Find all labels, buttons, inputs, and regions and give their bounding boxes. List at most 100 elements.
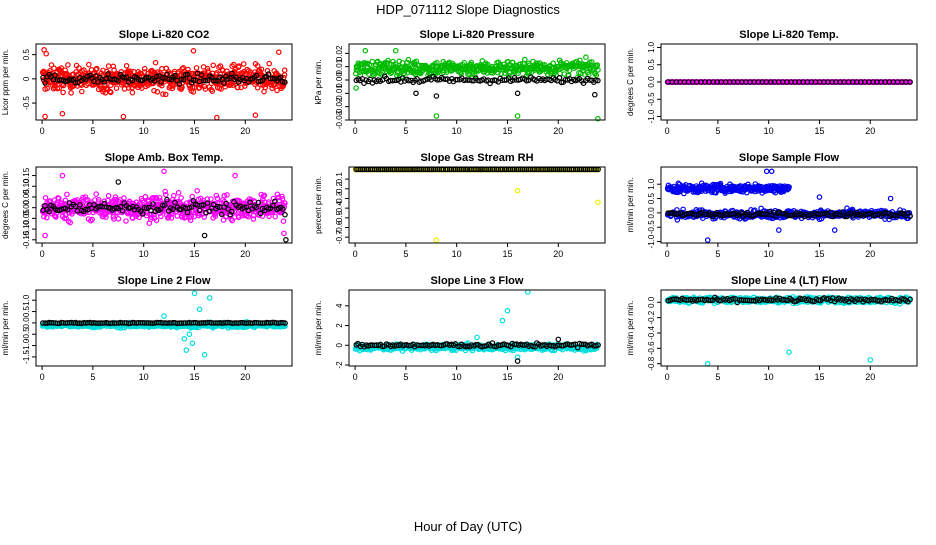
x-tick-label: 0: [665, 126, 670, 136]
x-tick-label: 10: [139, 126, 149, 136]
data-point: [282, 231, 286, 235]
x-tick-label: 10: [452, 126, 462, 136]
data-point: [833, 228, 837, 232]
data-point: [215, 115, 219, 119]
data-point: [182, 337, 186, 341]
data-point: [61, 90, 65, 94]
data-point: [162, 169, 166, 173]
data-point: [770, 169, 774, 173]
x-tick-label: 15: [502, 249, 512, 259]
data-point: [283, 213, 287, 217]
data-point: [584, 55, 588, 59]
data-point: [202, 353, 206, 357]
x-tick-label: 20: [240, 126, 250, 136]
data-point: [593, 93, 597, 97]
x-tick-label: 0: [353, 249, 358, 259]
x-tick-label: 15: [814, 126, 824, 136]
data-point: [765, 169, 769, 173]
y-tick-label: -0.5: [22, 96, 31, 110]
y-tick-label: -1.0: [647, 109, 656, 123]
data-point: [202, 233, 206, 237]
data-point: [194, 66, 198, 70]
data-point: [284, 238, 288, 242]
data-point: [197, 307, 201, 311]
y-tick-label: 0.02: [335, 45, 344, 61]
data-point: [281, 219, 285, 223]
y-tick-label: 1.0: [647, 178, 656, 190]
data-point: [162, 314, 166, 318]
panel-title: Slope Gas Stream RH: [420, 152, 533, 164]
x-tick-label: 5: [90, 372, 95, 382]
data-point: [515, 114, 519, 118]
data-point: [192, 291, 196, 295]
data-point: [434, 94, 438, 98]
y-tick-label: 0.0: [647, 207, 656, 219]
data-point: [87, 62, 91, 66]
panel-title: Slope Li-820 CO2: [119, 29, 209, 41]
data-point: [817, 195, 821, 199]
x-tick-label: 5: [403, 249, 408, 259]
data-point: [242, 62, 246, 66]
data-point: [277, 50, 281, 54]
x-tick-label: 0: [40, 126, 45, 136]
plot-frame: [349, 167, 605, 243]
data-point: [164, 92, 168, 96]
x-tick-label: 5: [715, 249, 720, 259]
x-tick-label: 0: [40, 249, 45, 259]
data-point: [66, 63, 70, 67]
data-point: [354, 86, 358, 90]
data-point: [179, 196, 183, 200]
data-point: [515, 91, 519, 95]
data-point: [124, 64, 128, 68]
data-point: [52, 66, 56, 70]
panel-ylabel: degrees C per min.: [1, 171, 10, 239]
series-2: [666, 80, 913, 84]
panel-title: Slope Li-820 Temp.: [739, 29, 838, 41]
data-point: [191, 49, 195, 53]
data-point: [65, 192, 69, 196]
x-tick-label: 15: [502, 126, 512, 136]
data-point: [43, 114, 47, 118]
data-point: [434, 114, 438, 118]
x-tick-label: 5: [715, 126, 720, 136]
data-point: [253, 113, 257, 117]
figure-xlabel: Hour of Day (UTC): [414, 519, 522, 534]
panel-ylabel: ml/min per min.: [1, 301, 10, 356]
series-1: [353, 167, 600, 242]
data-point: [363, 49, 367, 53]
panel-ylabel: ml/min per min.: [626, 178, 635, 233]
data-point: [116, 217, 120, 221]
data-point: [187, 332, 191, 336]
data-point: [60, 173, 64, 177]
data-point: [94, 192, 98, 196]
data-point: [558, 71, 562, 75]
x-tick-label: 20: [865, 126, 875, 136]
data-point: [515, 189, 519, 193]
y-tick-label: 0: [22, 76, 31, 81]
x-tick-label: 5: [403, 126, 408, 136]
data-point: [116, 180, 120, 184]
x-tick-label: 0: [665, 249, 670, 259]
x-tick-label: 20: [240, 372, 250, 382]
panel-ylabel: ml/min per min.: [314, 301, 323, 356]
y-tick-label: -0.1: [335, 172, 344, 186]
y-tick-label: -0.5: [647, 220, 656, 234]
y-tick-label: 0.5: [22, 305, 31, 317]
data-point: [43, 233, 47, 237]
data-point: [114, 86, 118, 90]
data-point: [184, 348, 188, 352]
data-point: [273, 214, 277, 218]
y-tick-label: 0.5: [22, 49, 31, 61]
data-point: [69, 91, 73, 95]
data-point: [551, 61, 555, 65]
x-tick-label: 15: [189, 126, 199, 136]
data-point: [596, 200, 600, 204]
data-point: [175, 214, 179, 218]
panel-ylabel: percent per min.: [314, 176, 323, 234]
x-tick-label: 10: [139, 249, 149, 259]
